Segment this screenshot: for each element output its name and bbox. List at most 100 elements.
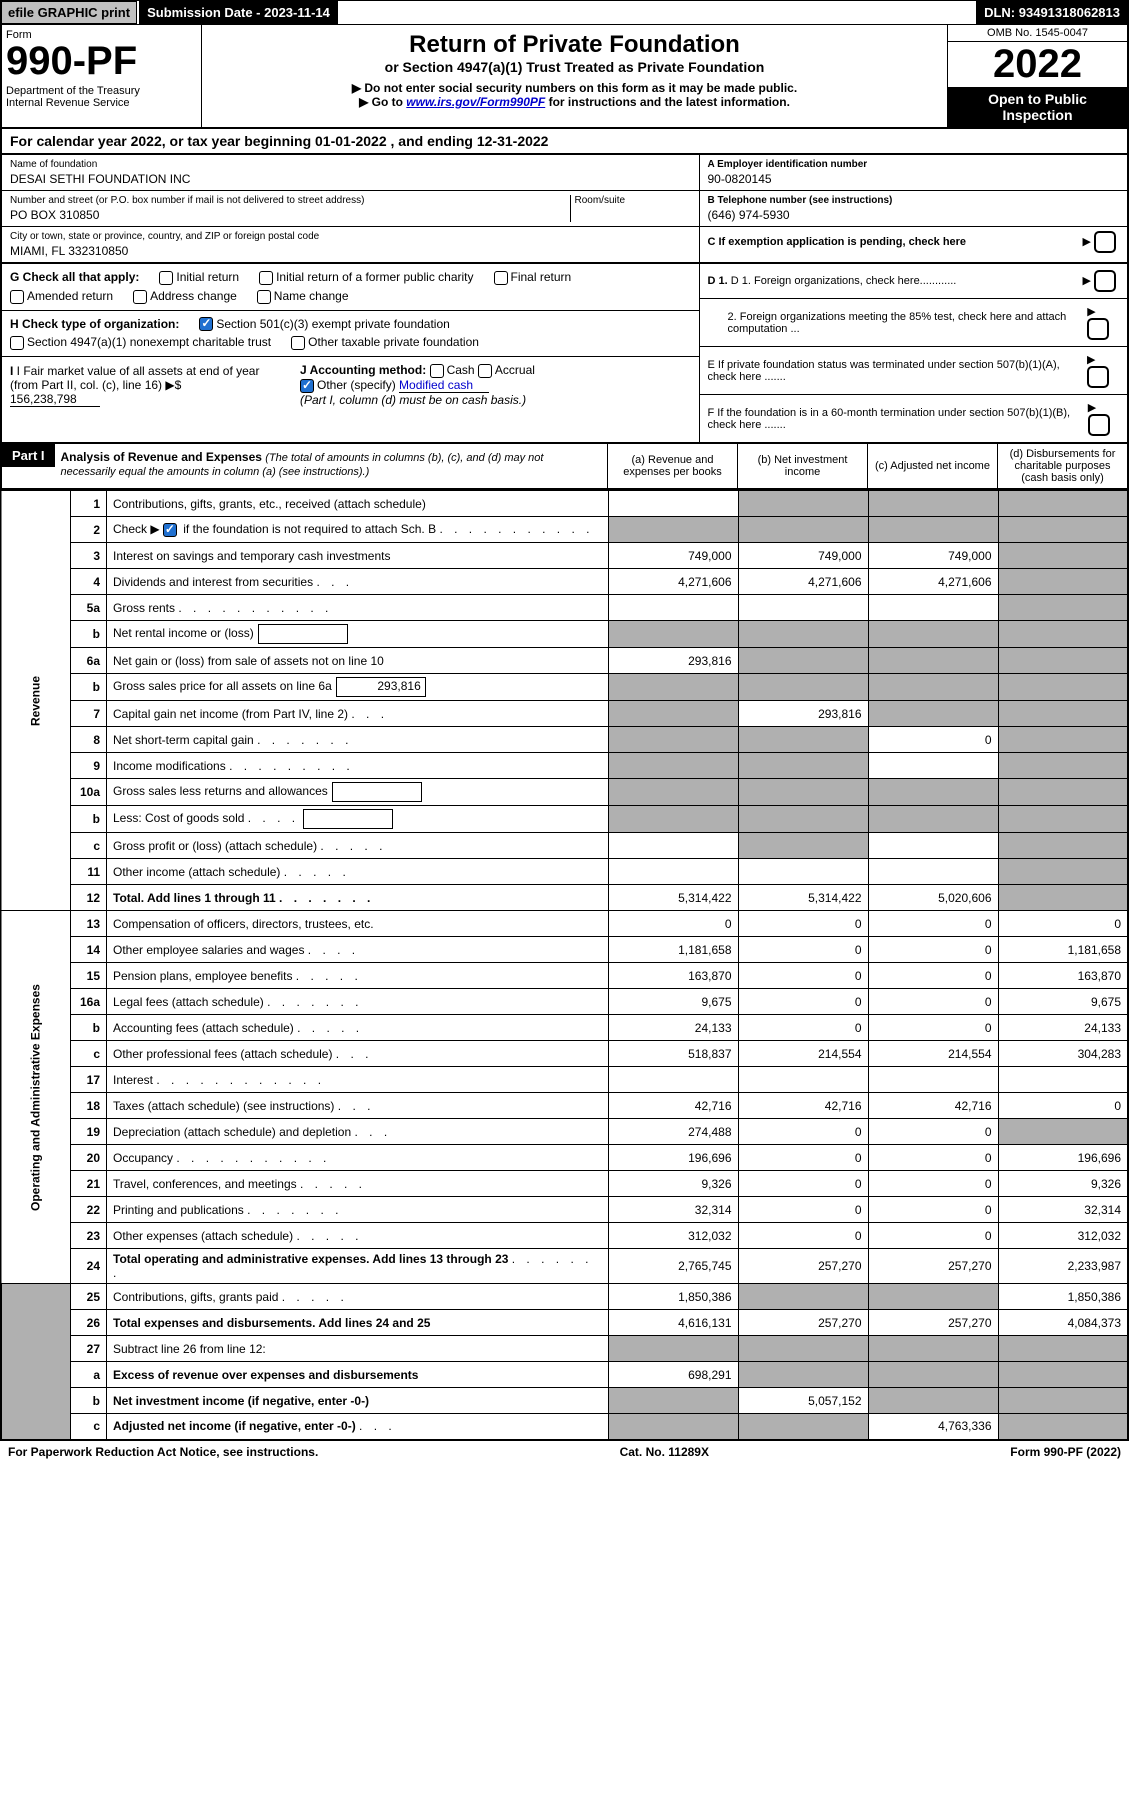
table-row: bLess: Cost of goods sold . . . . bbox=[1, 806, 1128, 833]
part1-header-row: Part I Analysis of Revenue and Expenses … bbox=[0, 444, 1129, 490]
part1-label: Part I bbox=[2, 444, 55, 467]
table-row: aExcess of revenue over expenses and dis… bbox=[1, 1362, 1128, 1388]
table-row: cAdjusted net income (if negative, enter… bbox=[1, 1414, 1128, 1440]
subtitle: or Section 4947(a)(1) Trust Treated as P… bbox=[208, 59, 941, 75]
initial-former-checkbox[interactable] bbox=[259, 271, 273, 285]
cogs-box[interactable] bbox=[303, 809, 393, 829]
foundation-name-cell: Name of foundation DESAI SETHI FOUNDATIO… bbox=[2, 155, 699, 191]
address-change-checkbox[interactable] bbox=[133, 290, 147, 304]
revenue-side-label: Revenue bbox=[1, 491, 71, 911]
table-row: bGross sales price for all assets on lin… bbox=[1, 674, 1128, 701]
table-row: 20Occupancy . . . . . . . . . . .196,696… bbox=[1, 1145, 1128, 1171]
table-row: cOther professional fees (attach schedul… bbox=[1, 1041, 1128, 1067]
d1-row: D 1. D 1. Foreign organizations, check h… bbox=[700, 264, 1128, 299]
col-d-header: (d) Disbursements for charitable purpose… bbox=[997, 444, 1127, 488]
open-to-public: Open to Public Inspection bbox=[948, 87, 1127, 127]
table-row: 27Subtract line 26 from line 12: bbox=[1, 1336, 1128, 1362]
f-checkbox[interactable] bbox=[1088, 414, 1110, 436]
d2-row: 2. Foreign organizations meeting the 85%… bbox=[700, 299, 1128, 347]
501c3-checkbox[interactable] bbox=[199, 317, 213, 331]
city-cell: City or town, state or province, country… bbox=[2, 227, 699, 262]
table-row: 23Other expenses (attach schedule) . . .… bbox=[1, 1223, 1128, 1249]
gross-sales-box[interactable]: 293,816 bbox=[336, 677, 426, 697]
cash-checkbox[interactable] bbox=[430, 364, 444, 378]
calendar-year-line: For calendar year 2022, or tax year begi… bbox=[0, 129, 1129, 155]
entity-info: Name of foundation DESAI SETHI FOUNDATIO… bbox=[0, 155, 1129, 264]
col-a-header: (a) Revenue and expenses per books bbox=[607, 444, 737, 488]
check-section: G Check all that apply: Initial return I… bbox=[0, 264, 1129, 444]
omb-number: OMB No. 1545-0047 bbox=[948, 25, 1127, 42]
other-method-checkbox[interactable] bbox=[300, 379, 314, 393]
gross-sales-less-box[interactable] bbox=[332, 782, 422, 802]
part1-title: Analysis of Revenue and Expenses bbox=[61, 450, 262, 464]
table-row: 4Dividends and interest from securities … bbox=[1, 569, 1128, 595]
instruction-2: ▶ Go to www.irs.gov/Form990PF for instru… bbox=[208, 95, 941, 109]
form-header: Form 990-PF Department of the Treasury I… bbox=[0, 25, 1129, 129]
form-number: 990-PF bbox=[6, 41, 197, 81]
table-row: 26Total expenses and disbursements. Add … bbox=[1, 1310, 1128, 1336]
table-row: 7Capital gain net income (from Part IV, … bbox=[1, 701, 1128, 727]
catalog-number: Cat. No. 11289X bbox=[620, 1445, 709, 1459]
part1-table: Revenue 1Contributions, gifts, grants, e… bbox=[0, 490, 1129, 1441]
table-row: 5aGross rents . . . . . . . . . . . bbox=[1, 595, 1128, 621]
table-row: 12Total. Add lines 1 through 11 . . . . … bbox=[1, 885, 1128, 911]
table-row: 8Net short-term capital gain . . . . . .… bbox=[1, 727, 1128, 753]
expenses-side-label: Operating and Administrative Expenses bbox=[1, 911, 71, 1284]
final-return-checkbox[interactable] bbox=[494, 271, 508, 285]
table-row: 3Interest on savings and temporary cash … bbox=[1, 543, 1128, 569]
4947-checkbox[interactable] bbox=[10, 336, 24, 350]
efile-print-button[interactable]: efile GRAPHIC print bbox=[1, 1, 137, 24]
phone-cell: B Telephone number (see instructions) (6… bbox=[700, 191, 1128, 227]
ein-cell: A Employer identification number 90-0820… bbox=[700, 155, 1128, 191]
amended-return-checkbox[interactable] bbox=[10, 290, 24, 304]
other-method-value: Modified cash bbox=[399, 378, 489, 393]
table-row: Operating and Administrative Expenses 13… bbox=[1, 911, 1128, 937]
f-row: F If the foundation is in a 60-month ter… bbox=[700, 395, 1128, 442]
table-row: Revenue 1Contributions, gifts, grants, e… bbox=[1, 491, 1128, 517]
rental-income-box[interactable] bbox=[258, 624, 348, 644]
table-row: 21Travel, conferences, and meetings . . … bbox=[1, 1171, 1128, 1197]
e-checkbox[interactable] bbox=[1087, 366, 1109, 388]
other-taxable-checkbox[interactable] bbox=[291, 336, 305, 350]
submission-date: Submission Date - 2023-11-14 bbox=[139, 1, 338, 24]
table-row: 18Taxes (attach schedule) (see instructi… bbox=[1, 1093, 1128, 1119]
table-row: 15Pension plans, employee benefits . . .… bbox=[1, 963, 1128, 989]
g-check-row: G Check all that apply: Initial return I… bbox=[2, 264, 699, 311]
table-row: 19Depreciation (attach schedule) and dep… bbox=[1, 1119, 1128, 1145]
fmv-value: 156,238,798 bbox=[10, 392, 100, 407]
table-row: bAccounting fees (attach schedule) . . .… bbox=[1, 1015, 1128, 1041]
main-title: Return of Private Foundation bbox=[208, 31, 941, 59]
instructions-link[interactable]: www.irs.gov/Form990PF bbox=[406, 95, 545, 109]
col-c-header: (c) Adjusted net income bbox=[867, 444, 997, 488]
table-row: 2Check ▶ if the foundation is not requir… bbox=[1, 517, 1128, 543]
name-change-checkbox[interactable] bbox=[257, 290, 271, 304]
e-row: E If private foundation status was termi… bbox=[700, 347, 1128, 395]
exemption-pending-cell: C If exemption application is pending, c… bbox=[700, 227, 1128, 257]
table-row: 25Contributions, gifts, grants paid . . … bbox=[1, 1284, 1128, 1310]
d2-checkbox[interactable] bbox=[1087, 318, 1109, 340]
table-row: bNet investment income (if negative, ent… bbox=[1, 1388, 1128, 1414]
col-b-header: (b) Net investment income bbox=[737, 444, 867, 488]
paperwork-notice: For Paperwork Reduction Act Notice, see … bbox=[8, 1445, 318, 1459]
tax-year: 2022 bbox=[948, 42, 1127, 87]
form-ref: Form 990-PF (2022) bbox=[1010, 1445, 1121, 1459]
title-box: Return of Private Foundation or Section … bbox=[202, 25, 947, 127]
year-box: OMB No. 1545-0047 2022 Open to Public In… bbox=[947, 25, 1127, 127]
department: Department of the Treasury Internal Reve… bbox=[6, 85, 197, 109]
exemption-checkbox[interactable] bbox=[1094, 231, 1116, 253]
accrual-checkbox[interactable] bbox=[478, 364, 492, 378]
table-row: 11Other income (attach schedule) . . . .… bbox=[1, 859, 1128, 885]
top-bar: efile GRAPHIC print Submission Date - 20… bbox=[0, 0, 1129, 25]
table-row: 22Printing and publications . . . . . . … bbox=[1, 1197, 1128, 1223]
table-row: 14Other employee salaries and wages . . … bbox=[1, 937, 1128, 963]
table-row: 10aGross sales less returns and allowanc… bbox=[1, 779, 1128, 806]
table-row: 16aLegal fees (attach schedule) . . . . … bbox=[1, 989, 1128, 1015]
table-row: 24Total operating and administrative exp… bbox=[1, 1249, 1128, 1284]
i-j-row: I I Fair market value of all assets at e… bbox=[2, 357, 699, 413]
schb-checkbox[interactable] bbox=[163, 523, 177, 537]
h-check-row: H Check type of organization: Section 50… bbox=[2, 311, 699, 358]
instruction-1: ▶ Do not enter social security numbers o… bbox=[208, 81, 941, 95]
initial-return-checkbox[interactable] bbox=[159, 271, 173, 285]
table-row: bNet rental income or (loss) bbox=[1, 621, 1128, 648]
d1-checkbox[interactable] bbox=[1094, 270, 1116, 292]
